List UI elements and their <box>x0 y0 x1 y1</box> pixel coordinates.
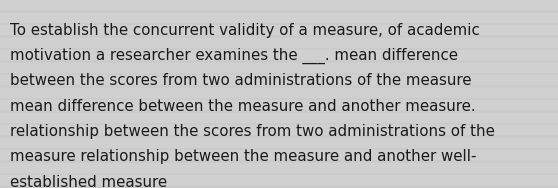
Bar <box>0 60 558 63</box>
Text: motivation a researcher examines the ___. mean difference: motivation a researcher examines the ___… <box>10 48 458 64</box>
Text: To establish the concurrent validity of a measure, of academic: To establish the concurrent validity of … <box>10 23 480 38</box>
Bar <box>0 98 558 100</box>
Text: established measure: established measure <box>10 175 167 188</box>
Bar <box>0 110 558 113</box>
Bar <box>0 135 558 138</box>
Bar <box>0 173 558 175</box>
Bar <box>0 85 558 88</box>
Text: relationship between the scores from two administrations of the: relationship between the scores from two… <box>10 124 495 139</box>
Bar <box>0 23 558 25</box>
Bar <box>0 123 558 125</box>
Bar <box>0 10 558 13</box>
Text: mean difference between the measure and another measure.: mean difference between the measure and … <box>10 99 475 114</box>
Bar <box>0 160 558 163</box>
Text: between the scores from two administrations of the measure: between the scores from two administrati… <box>10 73 472 88</box>
Bar <box>0 35 558 38</box>
Bar <box>0 73 558 75</box>
Bar <box>0 48 558 50</box>
Text: measure relationship between the measure and another well-: measure relationship between the measure… <box>10 149 477 164</box>
Bar <box>0 148 558 150</box>
Bar <box>0 186 558 188</box>
